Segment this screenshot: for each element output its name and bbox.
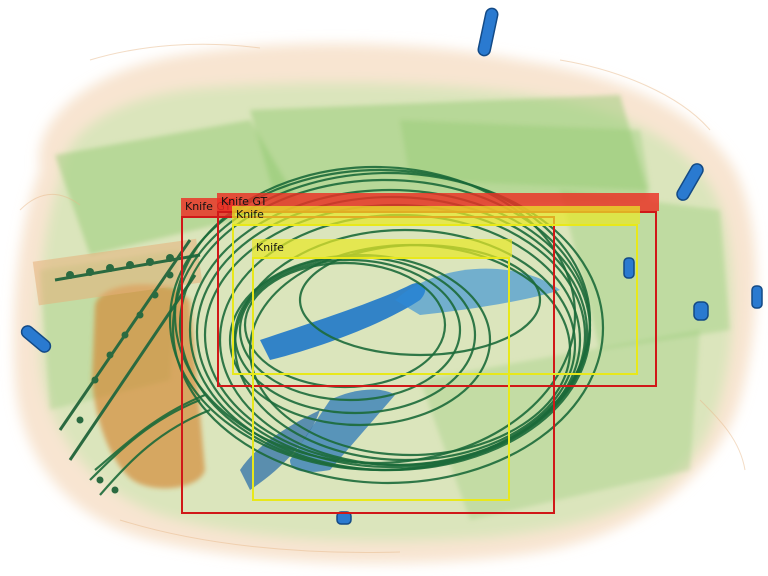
pred-box-1: Knife <box>232 206 640 375</box>
zipper-pulls <box>20 7 763 525</box>
coiled-cable <box>89 165 605 496</box>
pred-box-2: Knife <box>252 239 512 501</box>
pred-label-1: Knife <box>232 206 640 224</box>
fabric-texture <box>19 43 746 554</box>
pred-label-2: Knife <box>252 239 512 257</box>
bag-frame <box>32 238 203 494</box>
